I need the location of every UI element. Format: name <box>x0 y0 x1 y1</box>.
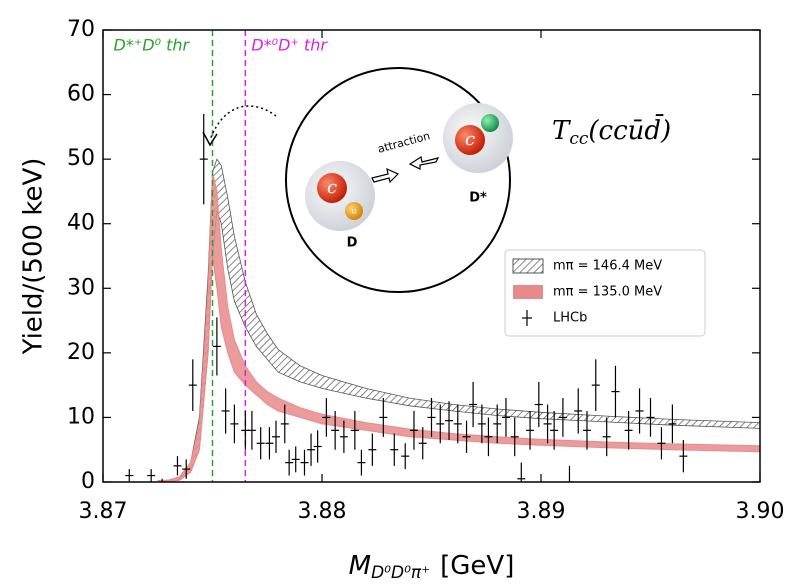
y-tick-label: 50 <box>67 146 95 171</box>
state-label: Tcc(ccūd̄) <box>552 113 671 148</box>
x-tick-label: 3.88 <box>298 499 347 524</box>
band-edge <box>157 255 760 482</box>
axes-frame <box>102 29 761 483</box>
x-label-unit: [GeV] <box>440 551 514 581</box>
band-fill <box>157 159 760 482</box>
plot-area <box>103 30 760 482</box>
legend-label: LHCb <box>553 311 587 326</box>
legend-label: mπ = 146.4 MeV <box>553 259 662 274</box>
legend-label: mπ = 135.0 MeV <box>553 285 662 300</box>
y-tick-label: 30 <box>67 275 95 300</box>
y-axis-label: Yield/(500 keV) <box>19 158 49 356</box>
y-tick-label: 0 <box>81 469 95 494</box>
state-subscript: cc <box>569 129 589 149</box>
y-tick-label: 60 <box>67 82 95 107</box>
pointer-head <box>202 131 218 147</box>
meson-label: D* <box>469 191 487 206</box>
x-tick-label: 3.90 <box>736 499 785 524</box>
y-tick-label: 20 <box>67 340 95 365</box>
legend-box <box>504 249 706 337</box>
y-tick-label: 40 <box>67 211 95 236</box>
y-tick-label: 70 <box>67 17 95 42</box>
legend-key <box>513 285 543 299</box>
x-tick-label: 3.89 <box>517 499 566 524</box>
arrow <box>371 167 400 184</box>
light-quark <box>481 114 499 132</box>
legend-key <box>512 258 544 274</box>
x-label-subscript: D⁰D⁰π⁺ <box>371 563 430 583</box>
meson-label: D <box>347 236 358 251</box>
state-symbol: T <box>552 116 571 146</box>
x-label-symbol: M <box>349 551 371 581</box>
x-axis-label: MD⁰D⁰π⁺ [GeV] <box>349 551 515 584</box>
y-tick-label: 10 <box>67 404 95 429</box>
quark-label: c <box>327 177 337 198</box>
light-quark <box>345 202 363 220</box>
arrow <box>408 156 440 170</box>
state-content: (ccūd̄) <box>588 113 671 146</box>
charm-quark <box>455 125 485 155</box>
threshold-label: D*⁺D⁰ thr <box>114 36 191 55</box>
quark-label: c <box>465 129 475 150</box>
pointer-arrow <box>209 105 277 141</box>
charm-quark <box>317 173 347 203</box>
x-tick-label: 3.87 <box>79 499 128 524</box>
quark-label: u <box>351 207 356 216</box>
threshold-label: D*⁰D⁺ thr <box>251 36 328 55</box>
